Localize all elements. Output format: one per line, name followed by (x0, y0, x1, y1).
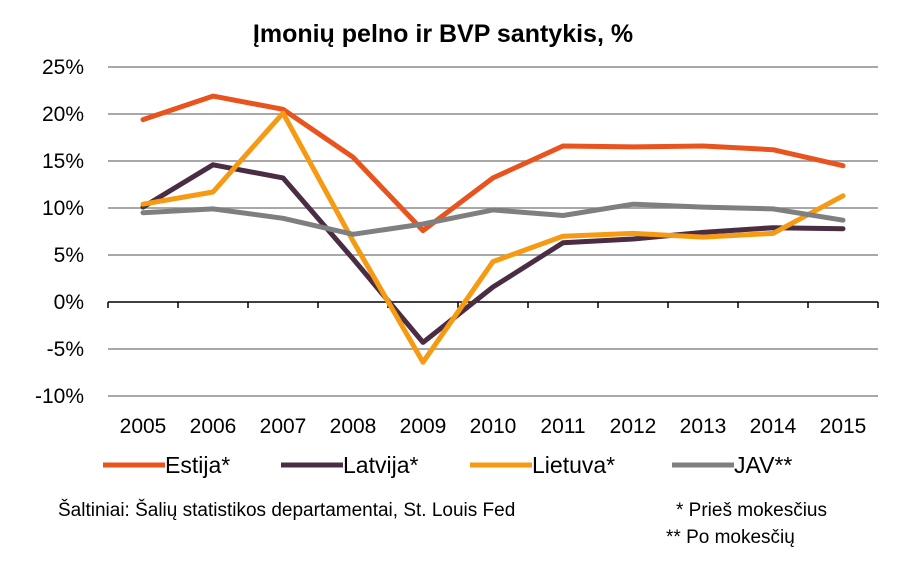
x-tick-label: 2007 (260, 415, 307, 438)
legend-label: JAV** (734, 452, 792, 478)
x-tick-label: 2015 (820, 415, 867, 438)
series-line (140, 201, 846, 237)
x-tick-label: 2014 (750, 415, 797, 438)
series-line (140, 110, 846, 365)
post-tax-note: ** Po mokesčių (666, 527, 795, 548)
x-tick-label: 2006 (190, 415, 237, 438)
y-axis-ticks: -10% -5% 0% 5% 10% 15% 20% 25% (35, 56, 84, 408)
y-tick-label: 10% (42, 197, 84, 220)
series-group (140, 93, 846, 365)
y-tick-label: -5% (47, 338, 84, 361)
pre-tax-note: * Prieš mokesčius (676, 500, 827, 521)
legend: Estija* Latvija* Lietuva* JAV** (103, 452, 792, 478)
legend-label: Latvija* (343, 452, 418, 478)
y-tick-label: -10% (35, 385, 84, 408)
y-tick-label: 0% (54, 291, 84, 314)
series-line (140, 162, 846, 345)
x-tick-label: 2009 (400, 415, 447, 438)
x-tick-label: 2012 (610, 415, 657, 438)
chart-title: Įmonių pelno ir BVP santykis, % (253, 20, 633, 48)
x-tick-label: 2011 (540, 415, 585, 438)
y-tick-label: 5% (54, 244, 84, 267)
x-tick-label: 2008 (330, 415, 377, 438)
x-axis-ticks: 2005 2006 2007 2008 2009 2010 2011 2012 2013 2014… (120, 415, 867, 438)
grid-lines (108, 66, 878, 397)
x-tick-label: 2013 (680, 415, 727, 438)
source-note: Šaltiniai: Šalių statistikos departament… (58, 499, 515, 521)
x-tick-label: 2010 (470, 415, 517, 438)
legend-label: Lietuva* (532, 452, 615, 478)
y-tick-label: 20% (42, 103, 84, 126)
x-axis (107, 301, 879, 308)
x-tick-label: 2005 (120, 415, 167, 438)
y-tick-label: 15% (42, 150, 84, 173)
legend-label: Estija* (165, 452, 230, 478)
series-line (140, 93, 846, 234)
y-tick-label: 25% (42, 56, 84, 79)
